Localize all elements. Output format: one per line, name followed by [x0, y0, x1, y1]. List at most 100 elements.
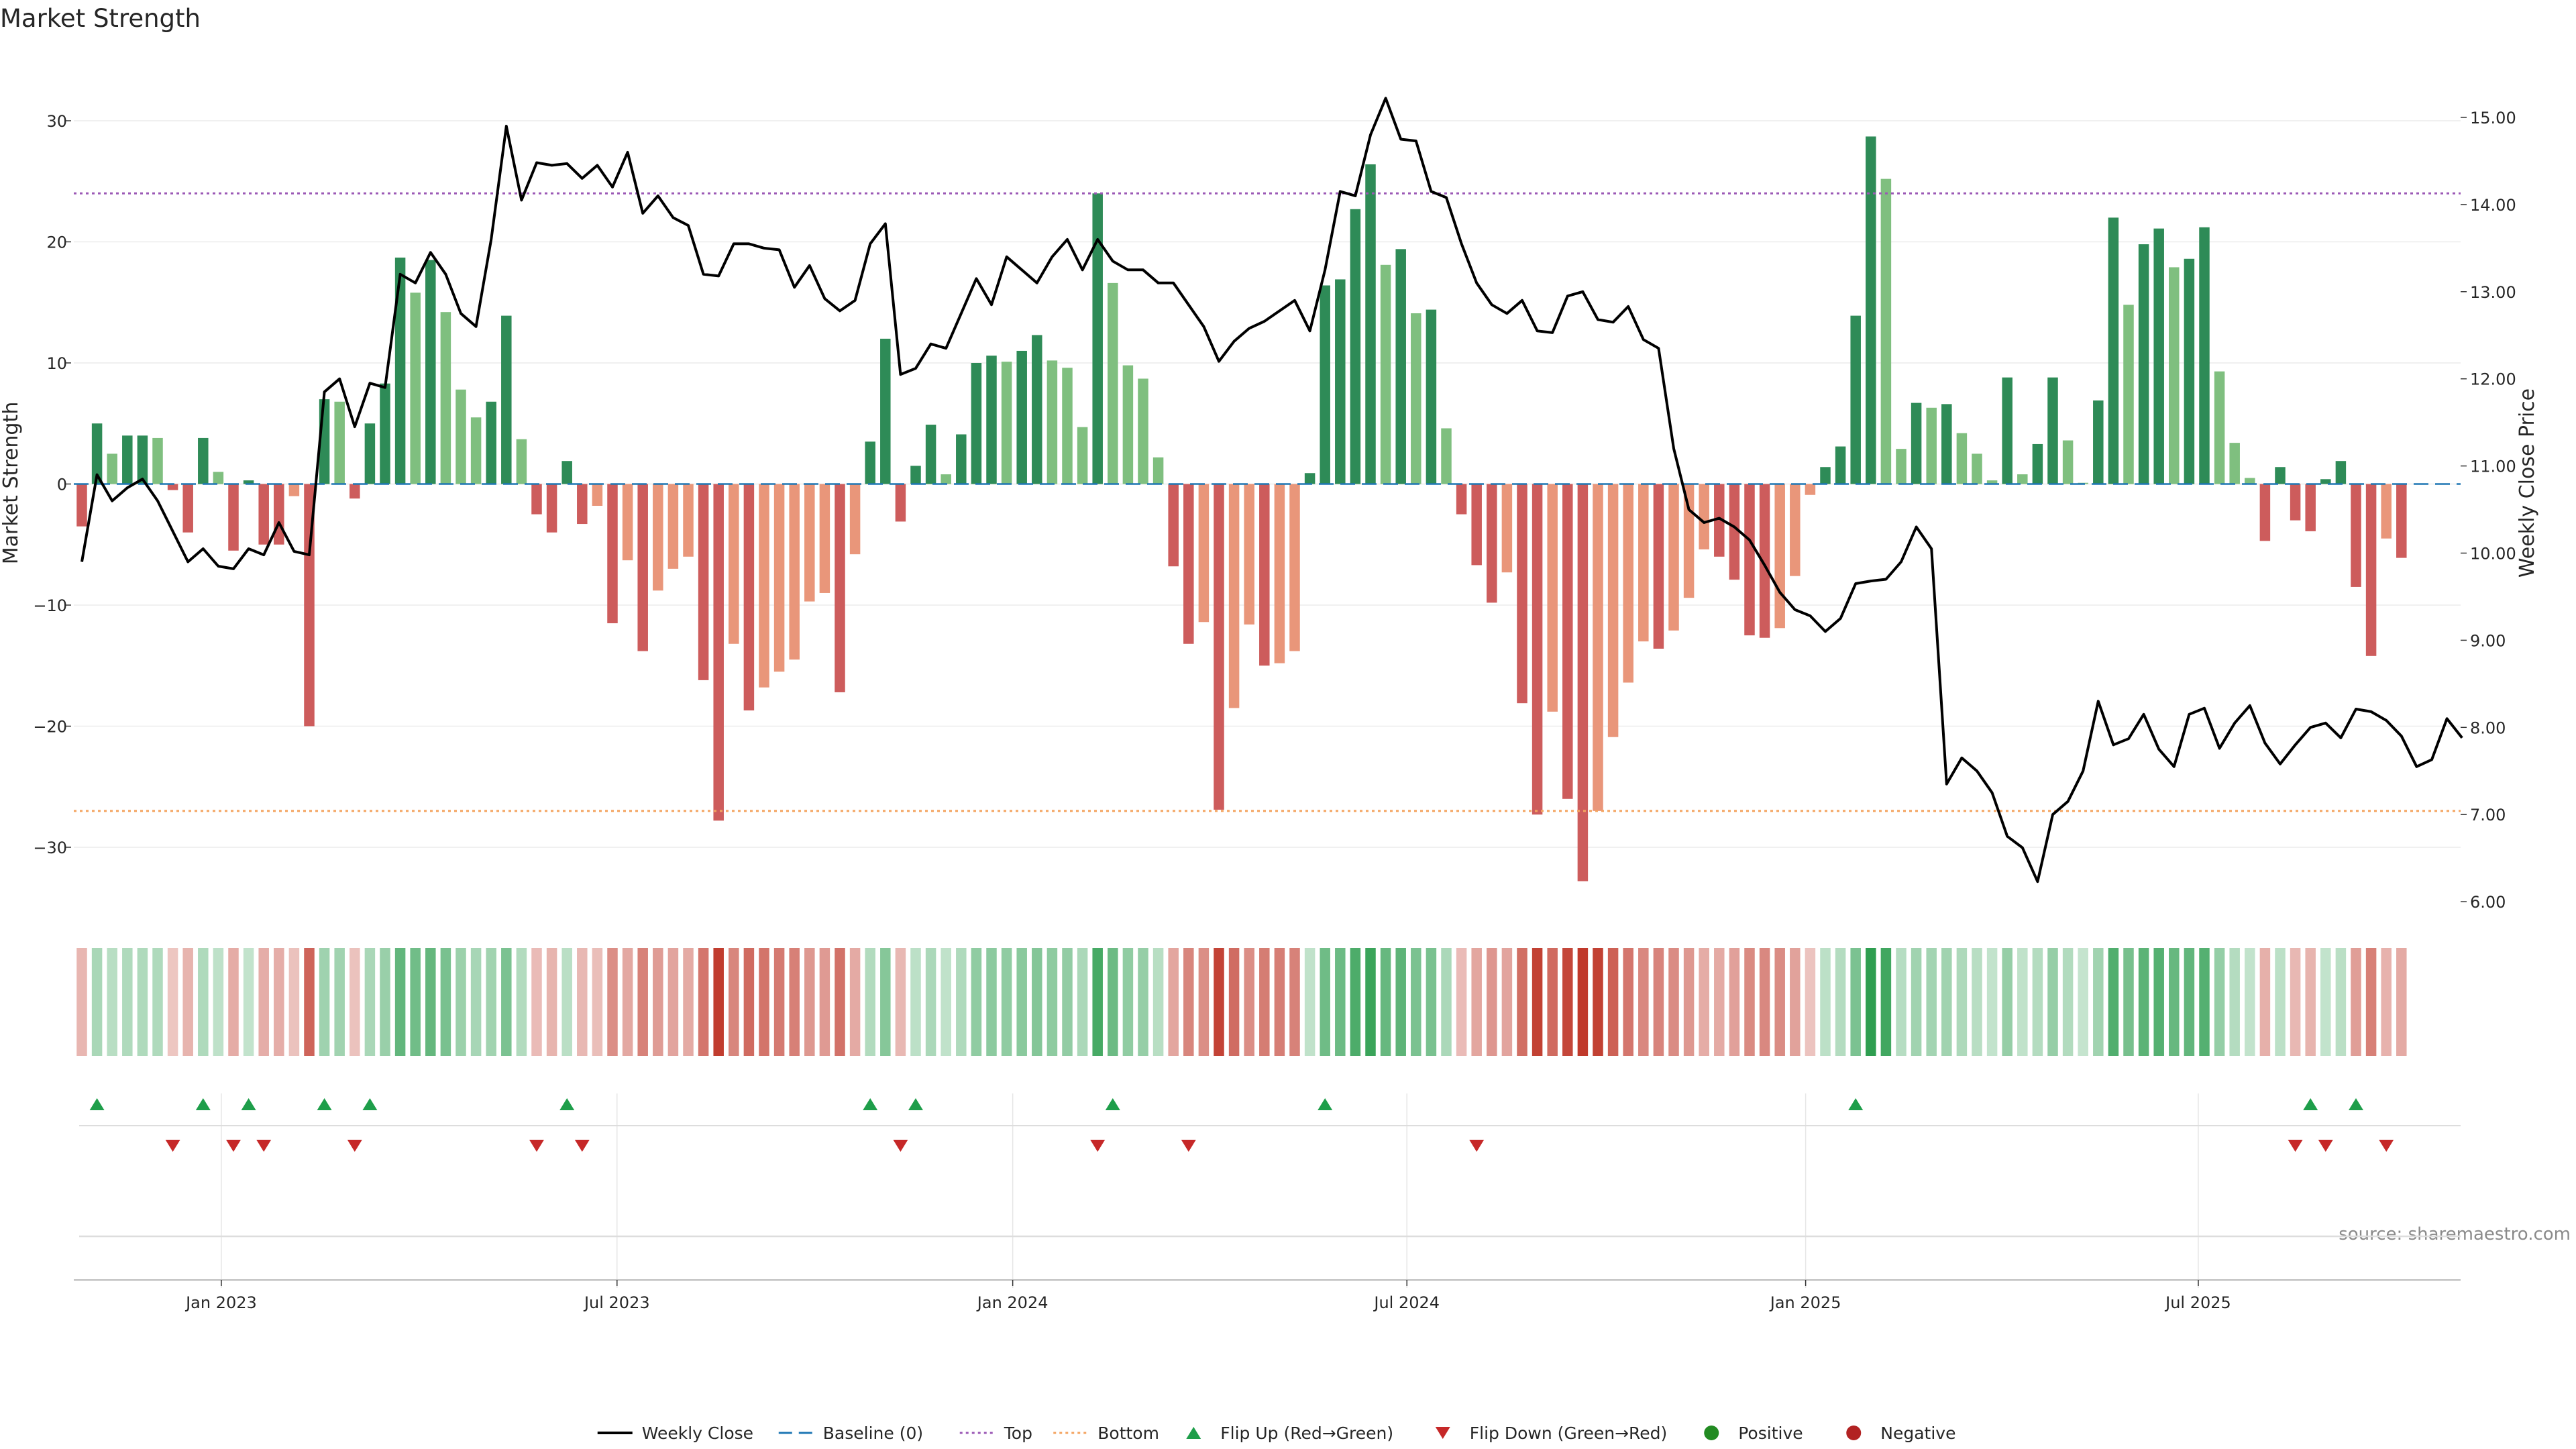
heat-cell-4	[137, 948, 148, 1056]
heat-cell-118	[1866, 948, 1876, 1056]
strength-bar-66	[1077, 427, 1088, 484]
strength-bar-28	[501, 315, 512, 484]
strength-bar-121	[1911, 402, 1922, 484]
heat-cell-26	[470, 948, 482, 1056]
heat-cell-73	[1183, 948, 1194, 1056]
strength-bar-153	[2396, 484, 2407, 558]
heat-cell-104	[1653, 948, 1664, 1056]
strength-bar-41	[698, 484, 709, 680]
strength-bar-143	[2245, 478, 2255, 484]
legend-swatch-flip-up	[1186, 1427, 1201, 1439]
heat-cell-113	[1790, 948, 1801, 1056]
heat-cell-38	[653, 948, 663, 1056]
x-tick-label-2: Jan 2024	[976, 1293, 1049, 1312]
strength-bar-56	[925, 425, 936, 484]
heat-cell-150	[2351, 948, 2361, 1056]
strength-bar-20	[380, 383, 390, 484]
heat-cell-120	[1896, 948, 1907, 1056]
heat-cell-121	[1911, 948, 1922, 1056]
heat-cell-58	[956, 948, 967, 1056]
heat-cell-117	[1850, 948, 1861, 1056]
strength-bar-129	[2032, 443, 2043, 484]
heat-cell-136	[2138, 948, 2149, 1056]
strength-bar-89	[1426, 309, 1437, 484]
heat-cell-126	[1986, 948, 1998, 1056]
strength-bar-12	[258, 484, 269, 545]
heat-cell-80	[1289, 948, 1300, 1056]
strength-bar-133	[2093, 400, 2104, 484]
strength-bar-1	[91, 423, 103, 484]
flip-down-marker-7	[1090, 1140, 1106, 1152]
strength-bar-9	[213, 472, 224, 484]
level-lines	[74, 192, 2461, 812]
strength-bar-32	[561, 461, 572, 484]
y-axis-label-right: Weekly Close Price	[2516, 388, 2539, 578]
y-tick-right-label-0: 15.00	[2470, 109, 2516, 127]
strength-bar-138	[2169, 267, 2180, 484]
heat-cell-130	[2047, 948, 2058, 1056]
heat-cell-108	[1714, 948, 1725, 1056]
heat-cell-2	[107, 948, 117, 1056]
heat-cell-65	[1062, 948, 1073, 1056]
strength-bar-86	[1380, 264, 1391, 484]
heat-cell-29	[516, 948, 527, 1056]
heat-cell-21	[394, 948, 406, 1056]
heat-cell-59	[971, 948, 982, 1056]
strength-bar-80	[1289, 484, 1300, 651]
strength-bar-106	[1683, 484, 1695, 598]
y-tick-right-label-9: 6.00	[2470, 893, 2506, 912]
legend-swatch-flip-down	[1435, 1427, 1450, 1439]
heat-cell-83	[1335, 948, 1346, 1056]
heat-cell-97	[1547, 948, 1558, 1056]
strength-bar-137	[2153, 228, 2164, 484]
heat-cell-66	[1077, 948, 1088, 1056]
flip-down-marker-12	[2379, 1140, 2394, 1152]
heat-cell-96	[1532, 948, 1543, 1056]
legend-label-negative: Negative	[1880, 1424, 1955, 1443]
heat-cell-85	[1365, 948, 1376, 1056]
strength-bar-61	[1001, 362, 1012, 484]
heat-cell-12	[258, 948, 269, 1056]
heat-cell-147	[2305, 948, 2316, 1056]
strength-bars	[76, 136, 2407, 881]
heat-cell-142	[2229, 948, 2240, 1056]
heat-cell-123	[1941, 948, 1952, 1056]
strength-bar-146	[2290, 484, 2301, 521]
heat-cell-141	[2214, 948, 2225, 1056]
strength-bar-118	[1866, 136, 1876, 484]
strength-bar-17	[334, 401, 345, 484]
heat-cell-153	[2396, 948, 2407, 1056]
strength-bar-19	[364, 423, 376, 484]
strength-bar-67	[1092, 193, 1103, 484]
heat-cell-129	[2032, 948, 2043, 1056]
heat-cell-3	[122, 948, 133, 1056]
strength-bar-72	[1168, 484, 1179, 567]
flip-down-marker-6	[893, 1140, 908, 1152]
strength-bar-2	[107, 453, 117, 484]
heat-cell-23	[425, 948, 436, 1056]
heat-cell-84	[1350, 948, 1361, 1056]
strength-bar-39	[667, 484, 679, 569]
heat-cell-90	[1441, 948, 1452, 1056]
strength-bar-115	[1820, 467, 1831, 484]
strength-bar-104	[1653, 484, 1664, 649]
flip-down-marker-1	[226, 1140, 241, 1152]
axis-ticks: 30 20 10 0 −10 −20 −30 15.00 14.00 13.00 12.00 11.0…	[33, 109, 2516, 912]
strength-bar-38	[653, 484, 663, 591]
heat-cell-124	[1956, 948, 1968, 1056]
strength-bar-79	[1274, 484, 1285, 663]
heat-cell-33	[577, 948, 588, 1056]
flip-down-marker-5	[574, 1140, 590, 1152]
flip-down-marker-0	[165, 1140, 180, 1152]
heat-cell-100	[1593, 948, 1603, 1056]
strength-bar-22	[410, 292, 421, 484]
strength-bar-152	[2381, 484, 2392, 539]
strength-bar-60	[986, 356, 997, 484]
strength-bar-42	[713, 484, 724, 821]
strength-bar-134	[2108, 217, 2119, 484]
flip-down-marker-2	[256, 1140, 272, 1152]
heat-cell-70	[1138, 948, 1148, 1056]
heat-cell-69	[1122, 948, 1134, 1056]
heat-cell-127	[2002, 948, 2012, 1056]
